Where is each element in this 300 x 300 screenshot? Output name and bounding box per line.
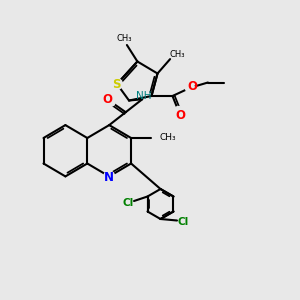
- Circle shape: [104, 171, 115, 182]
- Text: Cl: Cl: [177, 217, 189, 227]
- Text: S: S: [112, 77, 120, 91]
- Text: CH₃: CH₃: [117, 34, 132, 43]
- Text: CH₃: CH₃: [159, 134, 175, 142]
- Circle shape: [106, 97, 115, 106]
- Text: O: O: [176, 109, 186, 122]
- Circle shape: [112, 79, 122, 89]
- Text: O: O: [187, 80, 197, 93]
- Text: O: O: [102, 93, 112, 106]
- Text: NH: NH: [136, 91, 152, 101]
- Circle shape: [174, 106, 183, 116]
- Text: Cl: Cl: [123, 197, 134, 208]
- Circle shape: [185, 83, 194, 92]
- Text: CH₃: CH₃: [170, 50, 185, 58]
- Text: N: N: [104, 171, 114, 184]
